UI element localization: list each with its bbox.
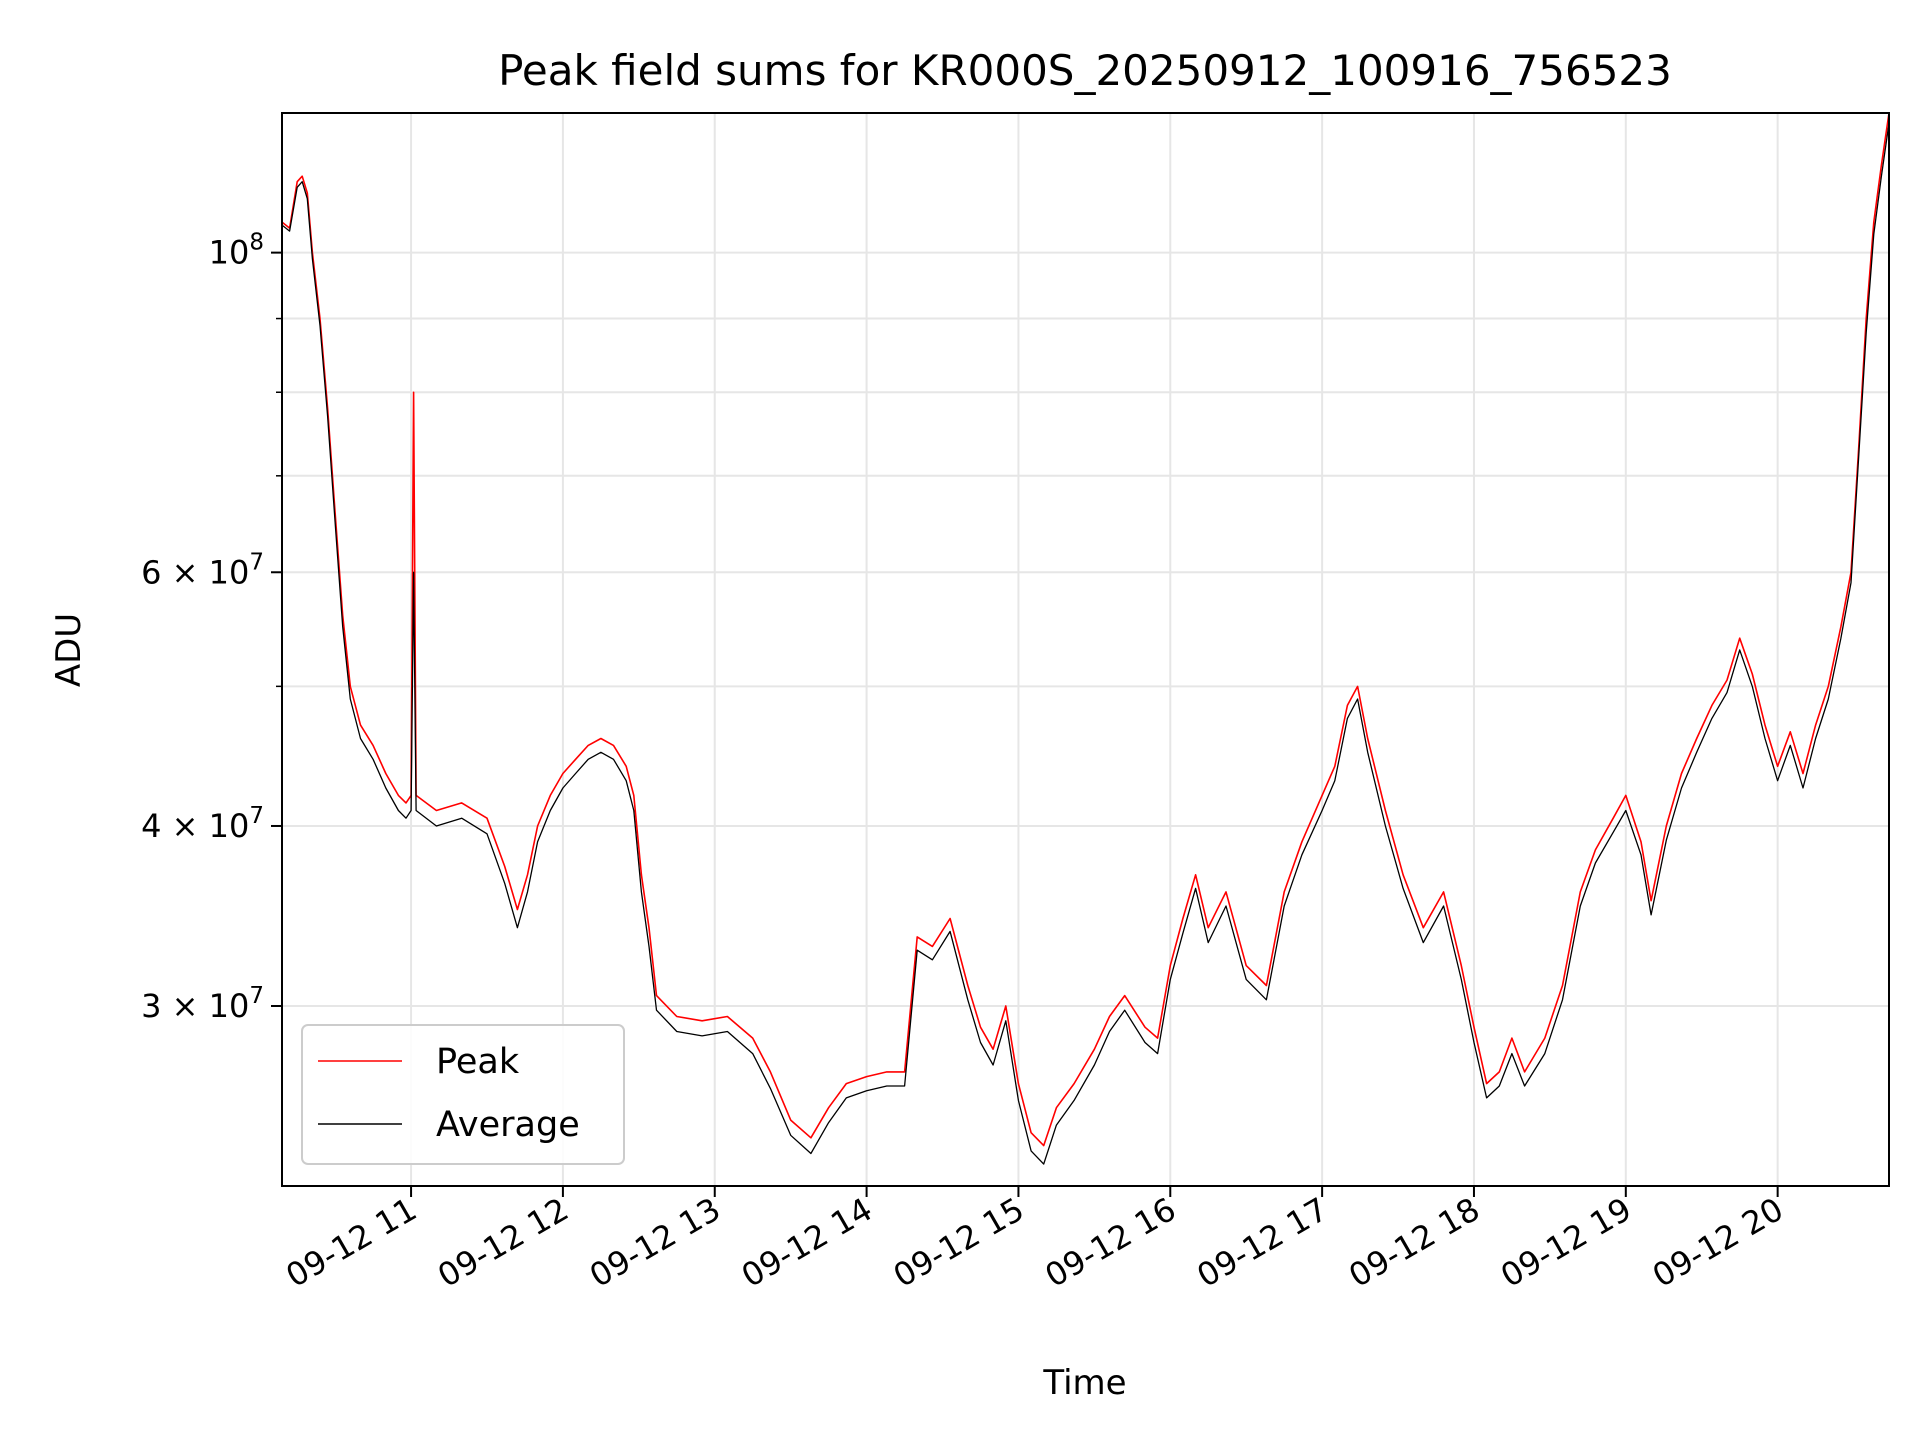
legend-label-average: Average xyxy=(436,1105,580,1145)
chart-title: Peak field sums for KR000S_20250912_1009… xyxy=(498,46,1672,95)
series-line-average xyxy=(282,123,1889,1165)
legend-label-peak: Peak xyxy=(436,1042,520,1082)
y-tick-exponent: 7 xyxy=(249,983,264,1009)
y-axis-label: ADU xyxy=(49,613,89,687)
x-axis-label: Time xyxy=(1042,1363,1126,1403)
y-tick-label: 4 × 107 xyxy=(141,803,264,845)
y-tick-exponent: 7 xyxy=(249,803,264,829)
y-tick-exponent: 7 xyxy=(249,549,264,575)
series-line-peak xyxy=(282,113,1889,1147)
grid xyxy=(282,113,1889,1186)
y-tick-exponent: 8 xyxy=(249,230,264,256)
plot-frame xyxy=(281,112,1890,1187)
legend: Peak Average xyxy=(301,1024,625,1165)
series-layer xyxy=(282,113,1889,1165)
legend-box xyxy=(301,1024,625,1165)
y-tick-label: 6 × 107 xyxy=(141,549,264,591)
y-tick-base: 6 xyxy=(141,553,161,591)
y-tick-label: 3 × 107 xyxy=(141,983,264,1025)
y-tick-base: 4 xyxy=(141,807,161,845)
y-tick-base: 3 xyxy=(141,987,161,1025)
